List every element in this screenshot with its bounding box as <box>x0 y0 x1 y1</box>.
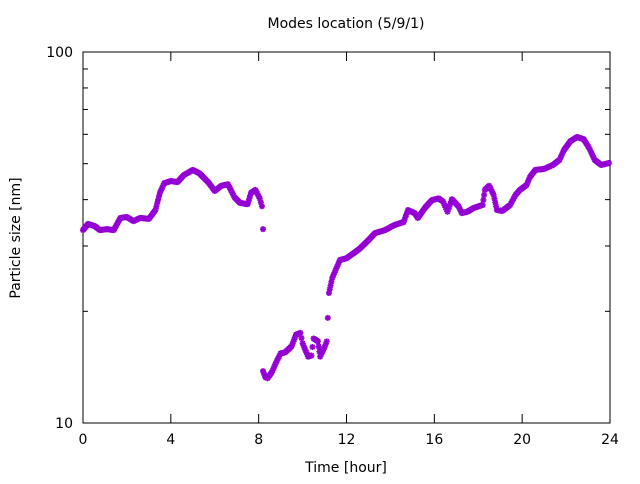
data-point <box>605 160 612 167</box>
data-point <box>403 211 410 218</box>
x-tick-label: 16 <box>425 432 443 448</box>
data-point <box>447 201 454 208</box>
data-point <box>335 261 342 268</box>
data-point <box>480 196 487 203</box>
data-point <box>525 178 532 185</box>
data-point <box>292 334 299 341</box>
data-point <box>479 201 486 208</box>
data-point <box>298 335 305 342</box>
y-axis-label: Particle size [nm] <box>8 177 24 298</box>
x-tick-label: 4 <box>166 432 175 448</box>
data-point <box>325 290 332 297</box>
data-point <box>322 341 329 348</box>
data-point <box>314 338 321 345</box>
x-tick-label: 24 <box>601 432 619 448</box>
data-point <box>271 363 278 370</box>
data-point <box>272 361 279 368</box>
data-point <box>402 214 409 221</box>
data-point <box>290 338 297 345</box>
data-point <box>400 219 407 226</box>
data-point <box>152 207 159 214</box>
x-axis-label: Time [hour] <box>304 460 387 476</box>
data-point <box>440 198 447 205</box>
data-point <box>326 286 333 293</box>
data-point <box>523 182 530 189</box>
plot-border <box>82 51 611 424</box>
data-point <box>323 338 330 345</box>
data-point <box>268 369 275 376</box>
data-point <box>260 226 267 233</box>
data-point <box>441 202 448 209</box>
data-point <box>334 263 341 270</box>
data-point <box>300 342 307 349</box>
data-point <box>444 208 451 215</box>
axis-ticks: 0 4 8 12 16 20 24 10 100 <box>46 45 619 448</box>
y-tick-label: 100 <box>46 45 73 61</box>
data-point <box>257 199 264 206</box>
data-point <box>440 200 447 207</box>
data-point <box>321 344 328 351</box>
data-point <box>401 216 408 223</box>
data-point <box>481 191 488 198</box>
data-point <box>153 203 160 210</box>
data-point <box>332 267 339 274</box>
data-point <box>309 343 316 350</box>
data-points <box>80 134 612 382</box>
data-point <box>155 196 162 203</box>
data-point <box>316 348 323 355</box>
x-tick-label: 0 <box>79 432 88 448</box>
data-point <box>258 203 265 210</box>
data-point <box>244 201 251 208</box>
x-tick-label: 8 <box>254 432 263 448</box>
data-point <box>445 206 452 213</box>
data-point <box>256 195 263 202</box>
chart-title: Modes location (5/9/1) <box>268 16 425 32</box>
data-point <box>154 200 161 207</box>
data-point <box>288 343 295 350</box>
data-point <box>492 199 499 206</box>
data-point <box>289 340 296 347</box>
data-point <box>490 191 497 198</box>
data-point <box>155 193 162 200</box>
data-point <box>299 340 306 347</box>
data-point <box>324 314 331 321</box>
data-point <box>526 176 533 183</box>
data-point <box>491 195 498 202</box>
data-point <box>328 278 335 285</box>
data-point <box>315 343 322 350</box>
data-point <box>303 349 310 356</box>
data-point <box>308 352 315 359</box>
data-point <box>269 367 276 374</box>
data-point <box>301 344 308 351</box>
data-point <box>245 198 252 205</box>
data-point <box>327 282 334 289</box>
data-point <box>291 336 298 343</box>
x-tick-label: 20 <box>513 432 531 448</box>
data-point <box>246 195 253 202</box>
data-point <box>446 203 453 210</box>
x-tick-label: 12 <box>338 432 356 448</box>
data-point <box>333 265 340 272</box>
data-point <box>524 180 531 187</box>
data-point <box>270 365 277 372</box>
data-point <box>297 329 304 336</box>
data-point <box>493 203 500 210</box>
data-point <box>302 346 309 353</box>
y-tick-label: 10 <box>55 416 73 432</box>
data-point <box>247 192 254 199</box>
